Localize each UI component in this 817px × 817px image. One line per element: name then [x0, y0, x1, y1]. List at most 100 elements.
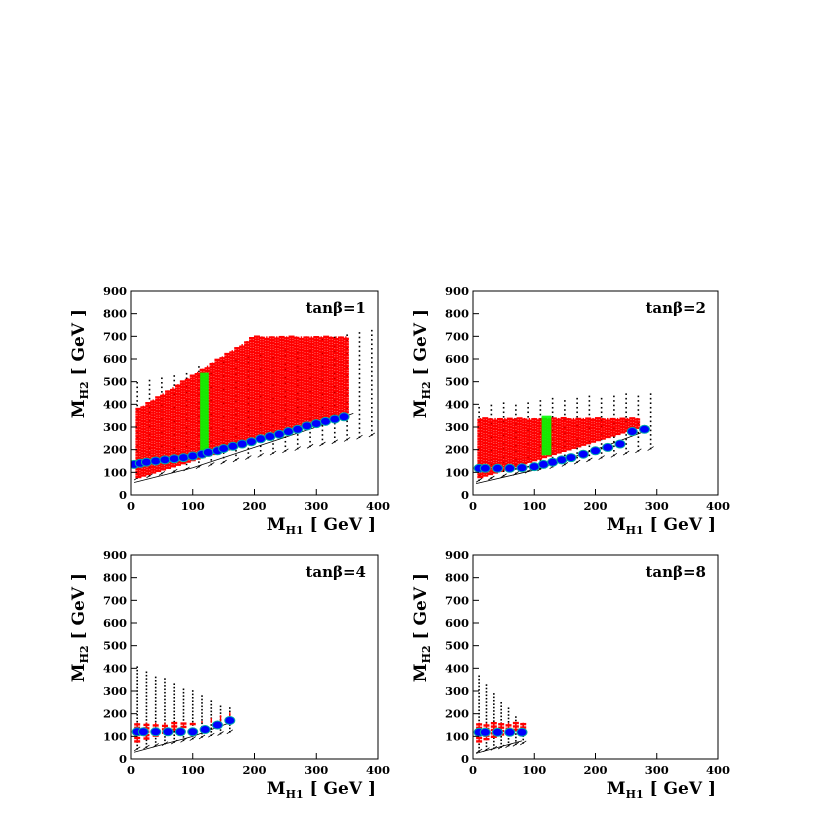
- y-axis-label: MH2 [ GeV ]: [69, 573, 91, 682]
- scan-point: [235, 450, 237, 452]
- allowed-point: [570, 446, 577, 449]
- y-axis-label: MH2 [ GeV ]: [411, 573, 433, 682]
- scan-point: [219, 705, 222, 708]
- scan-point: [173, 737, 176, 740]
- scan-point: [154, 683, 157, 685]
- scan-point: [191, 707, 194, 709]
- scan-point: [272, 425, 274, 427]
- scan-point: [201, 702, 203, 704]
- scan-point: [637, 400, 640, 402]
- scan-point: [478, 685, 480, 688]
- scan-point: [136, 693, 138, 696]
- scan-point: [222, 452, 225, 454]
- scan-dash: [475, 748, 483, 754]
- scan-point: [210, 386, 213, 389]
- scan-point: [164, 702, 166, 704]
- scan-point: [551, 456, 554, 459]
- scan-point: [309, 440, 311, 443]
- scan-point: [576, 452, 578, 454]
- allowed-point: [140, 474, 147, 477]
- scan-point: [173, 375, 176, 377]
- scan-point: [235, 454, 237, 457]
- y-tick-label: 600: [103, 352, 127, 366]
- scan-point: [478, 682, 480, 684]
- scan-point: [478, 719, 480, 722]
- allowed-point: [541, 455, 548, 459]
- scan-point: [637, 404, 640, 407]
- scan-point: [600, 411, 603, 414]
- allowed-point: [189, 722, 196, 726]
- scan-point: [173, 683, 176, 685]
- x-tick-label: 100: [522, 763, 546, 777]
- allowed-point: [184, 460, 191, 463]
- scan-point: [576, 411, 578, 414]
- scan-dash: [257, 453, 264, 458]
- allowed-point: [545, 454, 552, 457]
- scan-point: [154, 697, 157, 699]
- scan-point: [600, 402, 603, 404]
- scan-point: [515, 733, 517, 735]
- allowed-point: [575, 444, 582, 448]
- scan-point: [259, 382, 262, 384]
- allowed-point: [145, 472, 152, 476]
- scan-point: [164, 695, 166, 697]
- scan-point: [272, 411, 274, 414]
- scan-dash: [343, 437, 351, 442]
- allowed-point: [580, 443, 587, 446]
- scan-dash: [158, 471, 166, 476]
- scan-point: [588, 395, 591, 398]
- scan-dash: [217, 731, 224, 736]
- plot-area: [131, 329, 376, 483]
- scan-point: [173, 714, 176, 716]
- scan-point: [136, 703, 138, 706]
- scan-point: [191, 703, 194, 706]
- scan-point: [478, 716, 480, 718]
- scan-point: [210, 703, 213, 706]
- allowed-point: [614, 432, 621, 436]
- scan-point: [346, 434, 348, 436]
- scan-point: [358, 431, 361, 434]
- scan-point: [358, 341, 361, 343]
- scan-point: [478, 474, 480, 477]
- scan-dash: [586, 457, 593, 463]
- scan-point: [136, 676, 138, 679]
- scan-point: [182, 736, 185, 738]
- scan-point: [637, 431, 640, 434]
- scan-point: [527, 456, 529, 459]
- scan-point: [485, 697, 488, 700]
- scan-point: [502, 470, 505, 472]
- scan-point: [515, 404, 517, 407]
- scan-point: [201, 708, 203, 711]
- allowed-point: [143, 737, 150, 740]
- scan-point: [478, 461, 480, 463]
- favoured-band: [541, 415, 552, 456]
- scan-point: [136, 717, 138, 719]
- scan-point: [478, 695, 480, 698]
- scan-point: [613, 400, 615, 402]
- scan-point: [309, 431, 311, 434]
- scan-point: [191, 710, 194, 713]
- scan-point: [333, 431, 336, 434]
- scan-point: [576, 402, 578, 404]
- scan-point: [515, 740, 517, 742]
- boundary-point: [236, 439, 248, 449]
- y-tick-label: 500: [445, 375, 469, 389]
- scan-point: [259, 450, 262, 452]
- scan-point: [371, 393, 373, 395]
- scan-point: [154, 690, 157, 692]
- scan-point: [296, 438, 299, 441]
- scan-point: [272, 397, 274, 400]
- scan-point: [490, 404, 493, 407]
- scan-point: [539, 404, 542, 407]
- scan-point: [371, 334, 373, 336]
- allowed-point: [634, 426, 641, 429]
- scan-point: [145, 685, 148, 687]
- y-tick-label: 300: [103, 420, 127, 434]
- scan-point: [358, 427, 361, 429]
- scan-point: [321, 406, 324, 409]
- scan-point: [500, 715, 502, 718]
- scan-point: [625, 411, 627, 414]
- scan-point: [321, 438, 324, 441]
- scan-point: [201, 732, 203, 735]
- scan-point: [490, 413, 493, 416]
